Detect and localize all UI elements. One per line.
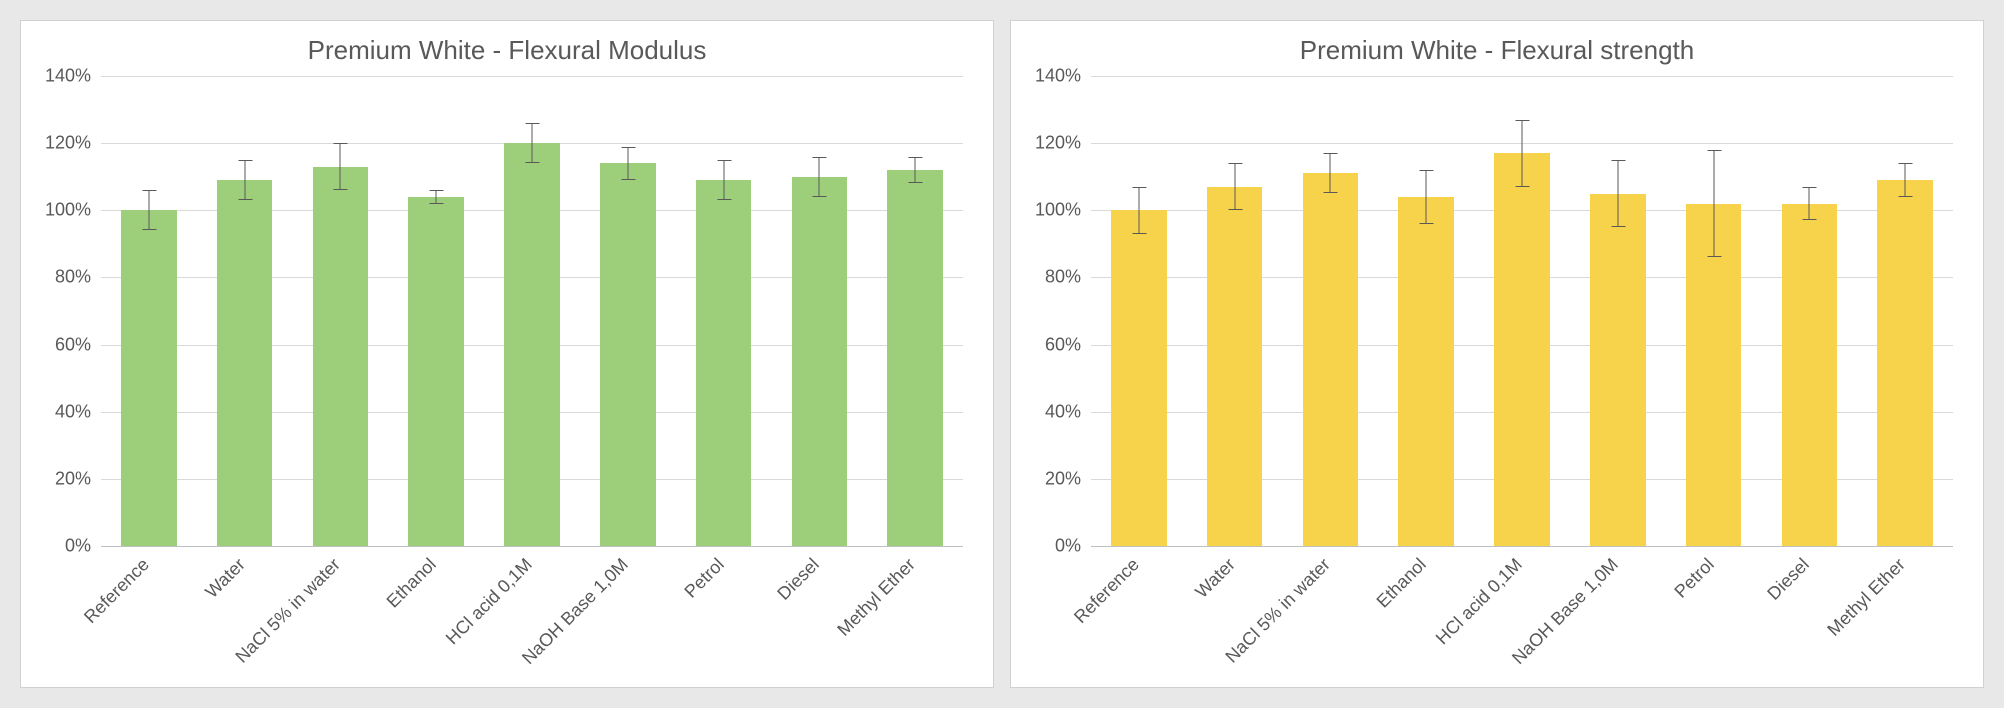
bar bbox=[1494, 153, 1550, 546]
bar-column bbox=[1474, 76, 1570, 546]
y-tick-label: 60% bbox=[1045, 334, 1091, 355]
error-bar bbox=[532, 123, 533, 163]
bar bbox=[600, 163, 656, 546]
error-bar bbox=[436, 190, 437, 203]
bar-column bbox=[1570, 76, 1666, 546]
bar bbox=[1398, 197, 1454, 546]
error-bar bbox=[819, 157, 820, 197]
x-labels: ReferenceWaterNaCl 5% in waterEthanolHCl… bbox=[1091, 546, 1953, 664]
y-tick-label: 120% bbox=[1035, 133, 1091, 154]
bar bbox=[217, 180, 273, 546]
bar bbox=[121, 210, 177, 546]
bar-column bbox=[1378, 76, 1474, 546]
chart-panel-modulus: Premium White - Flexural Modulus 0%20%40… bbox=[20, 20, 994, 688]
bar-column bbox=[484, 76, 580, 546]
bar bbox=[1207, 187, 1263, 546]
x-tick-label: Reference bbox=[101, 554, 197, 664]
y-tick-label: 40% bbox=[55, 401, 101, 422]
bar bbox=[313, 167, 369, 546]
plot-area-modulus: 0%20%40%60%80%100%120%140%ReferenceWater… bbox=[101, 76, 963, 547]
page-container: Premium White - Flexural Modulus 0%20%40… bbox=[0, 0, 2004, 708]
plot-area-strength: 0%20%40%60%80%100%120%140%ReferenceWater… bbox=[1091, 76, 1953, 547]
bar-column bbox=[293, 76, 389, 546]
error-bar bbox=[1234, 163, 1235, 210]
bar-column bbox=[101, 76, 197, 546]
error-bar bbox=[148, 190, 149, 230]
y-tick-label: 60% bbox=[55, 334, 101, 355]
x-tick-label: Petrol bbox=[1666, 554, 1762, 664]
bar-column bbox=[1091, 76, 1187, 546]
y-tick-label: 120% bbox=[45, 133, 101, 154]
bar-column bbox=[1761, 76, 1857, 546]
x-tick-label: Petrol bbox=[676, 554, 772, 664]
error-bar bbox=[340, 143, 341, 190]
bar bbox=[887, 170, 943, 546]
chart-title: Premium White - Flexural Modulus bbox=[21, 21, 993, 76]
x-tick-label: Reference bbox=[1091, 554, 1187, 664]
error-bar bbox=[627, 147, 628, 181]
bar bbox=[504, 143, 560, 546]
bar-column bbox=[580, 76, 676, 546]
y-tick-label: 100% bbox=[1035, 200, 1091, 221]
y-tick-label: 140% bbox=[45, 66, 101, 87]
x-tick-label: NaCl 5% in water bbox=[1283, 554, 1379, 664]
chart-title: Premium White - Flexural strength bbox=[1011, 21, 1983, 76]
chart-panel-strength: Premium White - Flexural strength 0%20%4… bbox=[1010, 20, 1984, 688]
bar-column bbox=[867, 76, 963, 546]
x-tick-label: Methyl Ether bbox=[1857, 554, 1953, 664]
y-tick-label: 0% bbox=[65, 536, 101, 557]
x-tick-label: NaOH Base 1,0M bbox=[580, 554, 676, 664]
bar-column bbox=[676, 76, 772, 546]
error-bar bbox=[915, 157, 916, 184]
x-labels: ReferenceWaterNaCl 5% in waterEthanolHCl… bbox=[101, 546, 963, 664]
error-bar bbox=[1713, 150, 1714, 257]
bar-column bbox=[1857, 76, 1953, 546]
x-tick-label: Methyl Ether bbox=[867, 554, 963, 664]
error-bar bbox=[1809, 187, 1810, 221]
bar bbox=[1877, 180, 1933, 546]
bar bbox=[1303, 173, 1359, 546]
x-tick-label: NaOH Base 1,0M bbox=[1570, 554, 1666, 664]
y-tick-label: 20% bbox=[1045, 468, 1091, 489]
x-tick-label: NaCl 5% in water bbox=[293, 554, 389, 664]
bar-column bbox=[1283, 76, 1379, 546]
bar bbox=[792, 177, 848, 546]
plot-wrapper: 0%20%40%60%80%100%120%140%ReferenceWater… bbox=[101, 76, 963, 667]
y-tick-label: 0% bbox=[1055, 536, 1091, 557]
bars-container bbox=[1091, 76, 1953, 546]
error-bar bbox=[1330, 153, 1331, 193]
bar-column bbox=[197, 76, 293, 546]
y-tick-label: 20% bbox=[55, 468, 101, 489]
bar bbox=[696, 180, 752, 546]
error-bar bbox=[1138, 187, 1139, 234]
bar bbox=[1111, 210, 1167, 546]
bar-column bbox=[771, 76, 867, 546]
y-tick-label: 100% bbox=[45, 200, 101, 221]
y-tick-label: 140% bbox=[1035, 66, 1091, 87]
error-bar bbox=[723, 160, 724, 200]
bar bbox=[1782, 204, 1838, 546]
y-tick-label: 80% bbox=[1045, 267, 1091, 288]
bars-container bbox=[101, 76, 963, 546]
y-tick-label: 40% bbox=[1045, 401, 1091, 422]
bar-column bbox=[1187, 76, 1283, 546]
error-bar bbox=[244, 160, 245, 200]
error-bar bbox=[1905, 163, 1906, 197]
error-bar bbox=[1617, 160, 1618, 227]
y-tick-label: 80% bbox=[55, 267, 101, 288]
bar-column bbox=[1666, 76, 1762, 546]
bar-column bbox=[388, 76, 484, 546]
bar bbox=[1590, 194, 1646, 547]
error-bar bbox=[1522, 120, 1523, 187]
bar bbox=[408, 197, 464, 546]
plot-wrapper: 0%20%40%60%80%100%120%140%ReferenceWater… bbox=[1091, 76, 1953, 667]
error-bar bbox=[1426, 170, 1427, 224]
